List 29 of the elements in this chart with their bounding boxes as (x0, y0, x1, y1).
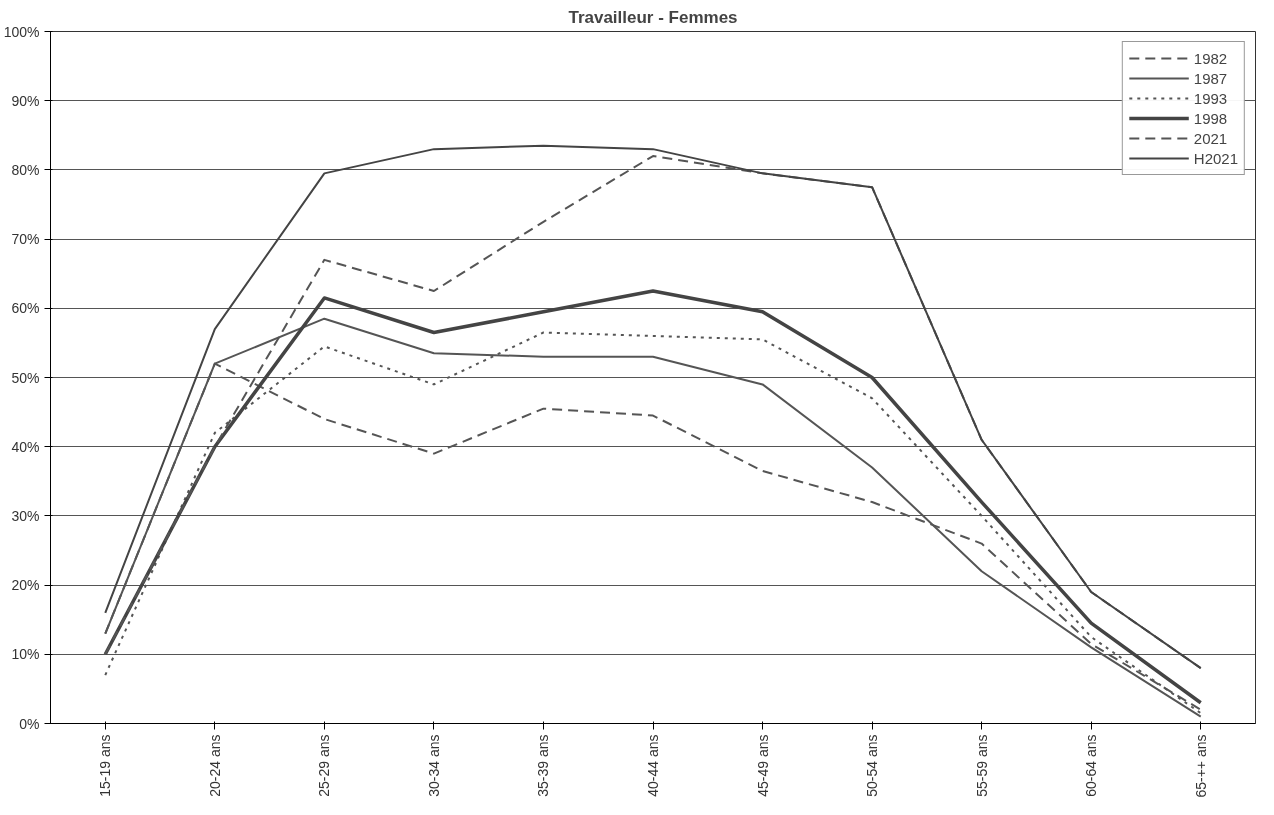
x-tick-label: 45-49 ans (754, 734, 771, 797)
y-tick-label: 10% (11, 646, 40, 663)
chart-title: Travailleur - Femmes (568, 7, 738, 27)
legend-label: 1982 (1193, 49, 1228, 67)
x-tick-label: 25-29 ans (316, 734, 333, 797)
x-tick-label: 35-39 ans (535, 734, 552, 797)
x-tick-label: 60-64 ans (1083, 734, 1100, 797)
y-tick-label: 70% (11, 231, 40, 248)
y-tick-label: 90% (11, 92, 40, 109)
x-tick-label: 30-34 ans (425, 734, 442, 797)
legend-label: 1998 (1193, 109, 1228, 127)
y-tick-label: 30% (11, 507, 40, 524)
legend-label: H2021 (1193, 149, 1238, 167)
x-tick-label: 65-++ ans (1192, 734, 1209, 798)
y-tick-label: 100% (3, 23, 40, 40)
x-tick-label: 40-44 ans (645, 734, 661, 797)
y-tick-label: 50% (11, 369, 40, 386)
legend-label: 1993 (1193, 89, 1228, 107)
legend-label: 2021 (1193, 129, 1228, 147)
y-tick-label: 20% (11, 577, 40, 594)
y-tick-label: 40% (11, 438, 40, 455)
x-tick-label: 20-24 ans (206, 734, 223, 797)
y-tick-label: 60% (11, 300, 40, 317)
legend-label: 1987 (1193, 69, 1228, 87)
y-tick-label: 80% (11, 161, 40, 178)
x-tick-label: 15-19 ans (97, 734, 114, 797)
x-tick-label: 55-59 ans (973, 734, 990, 797)
x-tick-label: 50-54 ans (864, 734, 881, 797)
y-tick-label: 0% (19, 715, 40, 732)
